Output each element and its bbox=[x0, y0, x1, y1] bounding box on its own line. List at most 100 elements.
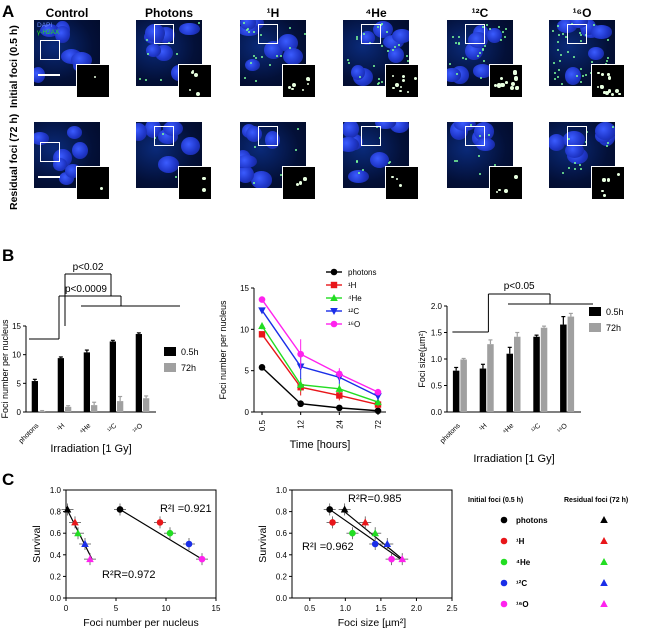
inset-r0-c5 bbox=[591, 64, 625, 98]
nucleus bbox=[590, 25, 613, 39]
legend-label: ⁴He bbox=[348, 294, 362, 303]
foci-spot bbox=[482, 25, 485, 28]
column-label-2: ¹H bbox=[266, 6, 280, 20]
bar-72h-1 bbox=[487, 344, 494, 412]
foci-spot bbox=[571, 22, 574, 25]
foci-spot bbox=[455, 72, 458, 75]
y-tick-label: 1.0 bbox=[431, 355, 443, 364]
foci-spot bbox=[139, 77, 142, 80]
foci-spot bbox=[455, 160, 458, 163]
x-tick-label: ¹H bbox=[56, 422, 66, 432]
y-tick-label: 0.8 bbox=[50, 508, 62, 517]
foci-spot bbox=[564, 36, 567, 39]
point-h1-0 bbox=[258, 331, 266, 338]
point-photons-2 bbox=[336, 404, 343, 412]
legend-label: 72h bbox=[606, 323, 621, 333]
x-tick-label: ¹⁶O bbox=[132, 422, 145, 435]
y-tick-label: 0.6 bbox=[50, 529, 62, 538]
foci-spot bbox=[356, 160, 359, 163]
roi-box bbox=[361, 24, 381, 44]
bar-72h-0 bbox=[460, 359, 467, 412]
foci-spot bbox=[255, 57, 258, 60]
foci-spot bbox=[346, 58, 349, 61]
y-tick-label: 0 bbox=[245, 408, 250, 417]
legend-label: ¹⁶O bbox=[348, 320, 360, 329]
foci-spot bbox=[348, 62, 351, 65]
inset-focus bbox=[306, 83, 310, 86]
inset-focus bbox=[193, 72, 199, 78]
y-axis-label: Survival bbox=[31, 525, 43, 562]
inset-focus bbox=[495, 190, 499, 194]
foci-spot bbox=[606, 144, 609, 147]
r-squared-label: R²I =0.962 bbox=[302, 541, 354, 553]
foci-spot bbox=[592, 23, 595, 26]
foci-spot bbox=[197, 22, 200, 25]
nucleus bbox=[387, 47, 404, 63]
y-axis-label: Foci number per nucleus bbox=[218, 300, 228, 400]
foci-spot bbox=[252, 181, 255, 184]
point-residual-h1 bbox=[71, 518, 79, 526]
point-o16-0 bbox=[258, 296, 266, 303]
foci-spot bbox=[406, 59, 409, 62]
x-tick-label: ¹²C bbox=[530, 422, 542, 434]
foci-spot bbox=[268, 64, 271, 67]
y-tick-label: 1.0 bbox=[50, 486, 62, 495]
point-photons-3 bbox=[374, 407, 382, 415]
foci-spot bbox=[590, 61, 593, 64]
foci-spot bbox=[356, 38, 359, 41]
legend-item-label: ¹⁶O bbox=[516, 600, 529, 609]
foci-spot bbox=[477, 154, 480, 157]
inset-focus bbox=[391, 86, 395, 90]
foci-spot bbox=[144, 78, 147, 81]
inset-focus bbox=[513, 72, 517, 76]
foci-spot bbox=[303, 32, 306, 35]
point-residual-c12 bbox=[81, 540, 89, 547]
inset-r1-c4 bbox=[489, 166, 523, 200]
nucleus bbox=[348, 169, 370, 184]
chart-b-foci-kinetics: 0 5 10 15 0.5 12 24 72 Time [hours] Foci number p… bbox=[218, 268, 386, 451]
y-tick-label: 15 bbox=[240, 284, 249, 293]
inset-focus bbox=[597, 72, 600, 75]
foci-spot bbox=[242, 22, 245, 25]
foci-spot bbox=[488, 134, 491, 137]
inset-focus bbox=[607, 76, 612, 80]
inset-focus bbox=[504, 81, 508, 85]
legend-initial-o16 bbox=[500, 600, 508, 608]
legend-swatch bbox=[164, 363, 176, 372]
bar-0.5h-3 bbox=[109, 341, 116, 412]
panel-letter-b: B bbox=[2, 246, 15, 265]
point-initial-photons bbox=[326, 506, 333, 513]
point-initial-he4 bbox=[349, 529, 356, 537]
inset-r1-c0 bbox=[76, 166, 110, 200]
foci-spot bbox=[162, 132, 165, 135]
legend-marker bbox=[330, 268, 338, 276]
roi-box bbox=[465, 24, 485, 44]
inset-focus bbox=[401, 78, 405, 83]
foci-spot bbox=[253, 54, 256, 57]
nucleus bbox=[250, 171, 273, 188]
point-initial-o16 bbox=[388, 555, 395, 563]
legend-label: photons bbox=[348, 268, 376, 277]
inset-focus bbox=[99, 187, 103, 191]
x-tick-label: 10 bbox=[162, 604, 171, 613]
point-h1-2 bbox=[336, 392, 343, 399]
foci-spot bbox=[458, 35, 461, 38]
x-axis-label: Foci size [µm²] bbox=[338, 617, 407, 629]
nucleus bbox=[595, 122, 615, 140]
x-tick-label: ⁴He bbox=[79, 422, 92, 435]
y-tick-label: 2.0 bbox=[431, 302, 443, 311]
inset-focus bbox=[202, 176, 206, 181]
foci-spot bbox=[449, 62, 452, 65]
foci-spot bbox=[175, 176, 178, 179]
foci-spot bbox=[381, 45, 384, 48]
fit-line-0 bbox=[119, 508, 203, 560]
legend-item-label: ¹H bbox=[516, 537, 525, 546]
foci-spot bbox=[560, 54, 563, 57]
inset-focus bbox=[399, 85, 402, 89]
nucleus bbox=[473, 64, 493, 78]
roi-box bbox=[154, 24, 174, 44]
scale-bar bbox=[38, 176, 60, 178]
bar-72h-3 bbox=[117, 401, 124, 412]
inset-r1-c2 bbox=[282, 166, 316, 200]
